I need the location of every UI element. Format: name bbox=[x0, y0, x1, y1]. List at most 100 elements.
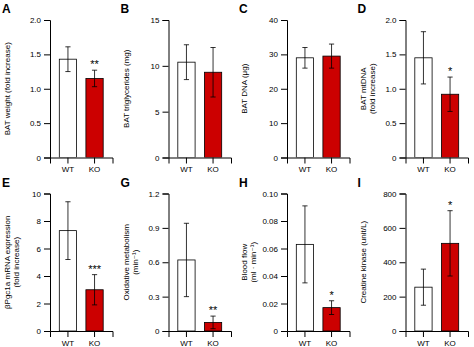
y-tick: 2.0 bbox=[385, 16, 405, 25]
y-axis-title-line: βPgc1a mRNA expression bbox=[3, 215, 12, 309]
marks bbox=[59, 202, 103, 331]
panel-label: A bbox=[2, 2, 11, 16]
y-tick-label: 0 bbox=[155, 154, 160, 163]
y-tick-label: 1.0 bbox=[385, 85, 397, 94]
y-tick-label: 8 bbox=[37, 217, 42, 226]
error-bar-cap bbox=[184, 296, 189, 297]
y-tick: 30 bbox=[269, 50, 287, 59]
x-tick-label: WT bbox=[180, 339, 193, 347]
error-bar-stem bbox=[450, 211, 451, 276]
x-tick-label: KO bbox=[207, 165, 219, 174]
y-tick-label: 0 bbox=[392, 154, 397, 163]
y-tick-mark bbox=[281, 249, 287, 250]
y-axis: 00.30.60.91.2 bbox=[148, 190, 169, 337]
y-tick-label: 10 bbox=[151, 62, 160, 71]
error-bar-cap bbox=[92, 86, 97, 87]
x-axis: WTKO bbox=[51, 331, 114, 347]
chart: 00.51.01.52.0WTKO**BAT weight (fold incr… bbox=[0, 0, 474, 347]
y-tick-mark bbox=[400, 262, 406, 263]
y-tick-label: 200 bbox=[383, 293, 397, 302]
y-axis: 00.51.01.52.0 bbox=[385, 16, 406, 163]
error-bar-stem bbox=[186, 223, 187, 296]
y-tick-label: 1.5 bbox=[30, 50, 42, 59]
y-axis-title-line: BAT triglycerides (mg) bbox=[122, 49, 131, 128]
error-bar-cap bbox=[65, 259, 70, 260]
y-tick-mark bbox=[44, 221, 50, 222]
y-tick-label: 1.0 bbox=[30, 85, 42, 94]
y-axis-line bbox=[400, 194, 407, 332]
x-tick-mark bbox=[67, 158, 68, 164]
marks bbox=[59, 47, 103, 158]
y-tick: 0 bbox=[274, 327, 287, 336]
y-axis-title: Blood flow(ml · min⁻¹) bbox=[240, 242, 258, 283]
y-tick: 0.3 bbox=[148, 293, 168, 302]
error-bar bbox=[302, 206, 307, 283]
y-tick: 2 bbox=[37, 300, 50, 309]
y-tick-mark bbox=[400, 123, 406, 124]
y-tick: 15 bbox=[151, 16, 169, 25]
x-tick-label: WT bbox=[180, 165, 193, 174]
y-axis-title: Oxidative metabolism(min⁻¹) bbox=[122, 224, 140, 301]
y-tick: 200 bbox=[383, 293, 405, 302]
x-tick: KO bbox=[326, 158, 338, 175]
panel: 00.30.60.91.2WTKO**Oxidative metabolism(… bbox=[121, 176, 232, 347]
x-tick-mark bbox=[304, 158, 305, 164]
y-axis-title: Creatine kinase (unit/L) bbox=[359, 221, 368, 304]
y-tick: 1.0 bbox=[385, 85, 405, 94]
y-tick-mark bbox=[44, 123, 50, 124]
error-bar-cap bbox=[65, 71, 70, 72]
error-bar-cap bbox=[92, 304, 97, 305]
y-tick-mark bbox=[44, 331, 50, 332]
y-tick-label: 4 bbox=[37, 272, 42, 281]
y-tick-label: 15 bbox=[151, 16, 160, 25]
y-axis-title-line: (min⁻¹) bbox=[131, 249, 140, 274]
x-axis-line bbox=[288, 332, 351, 338]
y-tick-label: 10 bbox=[269, 119, 278, 128]
significance-marker: * bbox=[448, 65, 453, 77]
panel-label: E bbox=[2, 176, 10, 190]
y-tick-mark bbox=[44, 194, 50, 195]
x-tick-mark bbox=[450, 331, 451, 337]
bar bbox=[296, 58, 313, 158]
x-tick: WT bbox=[417, 158, 430, 175]
error-bar-cap bbox=[210, 97, 215, 98]
y-tick-mark bbox=[281, 194, 287, 195]
x-tick-label: KO bbox=[326, 165, 338, 174]
x-tick-mark bbox=[213, 331, 214, 337]
y-tick-mark bbox=[44, 249, 50, 250]
error-bar bbox=[210, 316, 215, 329]
error-bar bbox=[92, 275, 97, 305]
y-tick-label: 2 bbox=[37, 300, 42, 309]
x-axis: WTKO bbox=[406, 158, 469, 175]
x-tick: KO bbox=[326, 331, 338, 347]
y-axis-line bbox=[400, 21, 407, 159]
y-axis-line bbox=[44, 21, 51, 159]
y-tick-mark bbox=[163, 297, 169, 298]
x-tick: WT bbox=[62, 331, 75, 347]
y-tick-mark bbox=[281, 304, 287, 305]
y-tick-mark bbox=[281, 331, 287, 332]
y-axis-title: BAT triglycerides (mg) bbox=[122, 49, 131, 128]
y-tick: 0.08 bbox=[262, 217, 287, 226]
x-tick-label: KO bbox=[326, 339, 338, 347]
y-tick: 0 bbox=[155, 327, 168, 336]
y-tick: 0 bbox=[37, 327, 50, 336]
x-axis: WTKO bbox=[406, 331, 469, 347]
y-tick-label: 0.9 bbox=[148, 224, 160, 233]
error-bar-stem bbox=[450, 77, 451, 111]
error-bar-stem bbox=[304, 48, 305, 69]
y-tick-mark bbox=[163, 20, 169, 21]
panel-label: H bbox=[239, 176, 248, 190]
y-tick: 1.5 bbox=[385, 50, 405, 59]
x-tick-mark bbox=[331, 331, 332, 337]
y-tick-label: 0.3 bbox=[148, 293, 160, 302]
x-axis-line bbox=[288, 158, 351, 164]
y-tick-label: 6 bbox=[37, 245, 42, 254]
x-tick: WT bbox=[180, 331, 193, 347]
bar bbox=[323, 56, 340, 157]
y-tick-mark bbox=[281, 20, 287, 21]
error-bar bbox=[210, 48, 215, 98]
x-tick: WT bbox=[180, 158, 193, 175]
y-tick: 0.5 bbox=[30, 119, 50, 128]
panel-label: D bbox=[358, 2, 367, 16]
